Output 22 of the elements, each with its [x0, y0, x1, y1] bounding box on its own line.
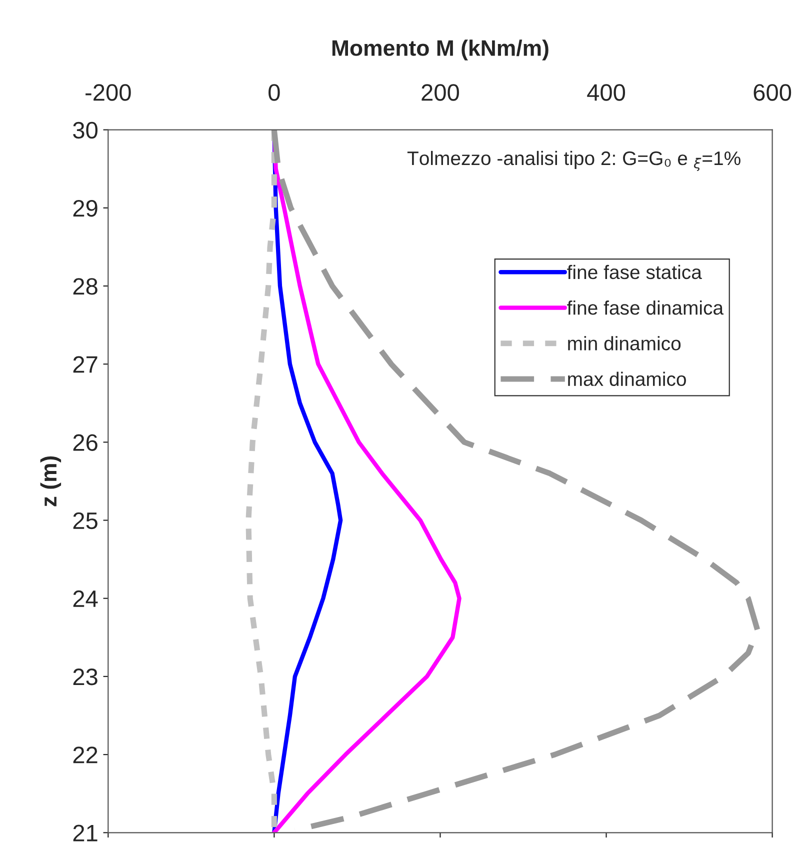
y-tick-label: 23: [73, 668, 98, 686]
x-axis-title: Momento M (kNm/m): [332, 40, 548, 60]
legend-label: min dinamico: [568, 336, 681, 350]
y-tick-label: 22: [73, 746, 98, 764]
y-tick-label: 26: [73, 434, 98, 451]
y-tick-label: 29: [73, 200, 98, 217]
legend-label: fine fase dinamica: [567, 300, 724, 315]
x-tick-label: -200: [86, 84, 131, 101]
x-tick-label: 600: [754, 84, 792, 101]
legend-label: max dinamico: [568, 372, 686, 386]
y-tick-label: 30: [73, 122, 98, 139]
x-tick-label: 400: [587, 84, 626, 101]
legend-title: Tolmezzo -analisi tipo 2: G=G₀ e $_{ξ}$=1%: [407, 150, 740, 172]
y-tick-label: 24: [73, 590, 98, 607]
y-tick-label: 25: [73, 512, 98, 530]
y-tick-label: 21: [73, 824, 98, 842]
y-tick-label: 27: [73, 356, 98, 373]
x-tick-label: 200: [422, 84, 459, 101]
legend-label: fine fase statica: [567, 264, 702, 280]
x-tick-label: 0: [268, 84, 280, 101]
y-tick-label: 28: [73, 278, 98, 295]
y-axis-title: z (m): [40, 456, 62, 506]
